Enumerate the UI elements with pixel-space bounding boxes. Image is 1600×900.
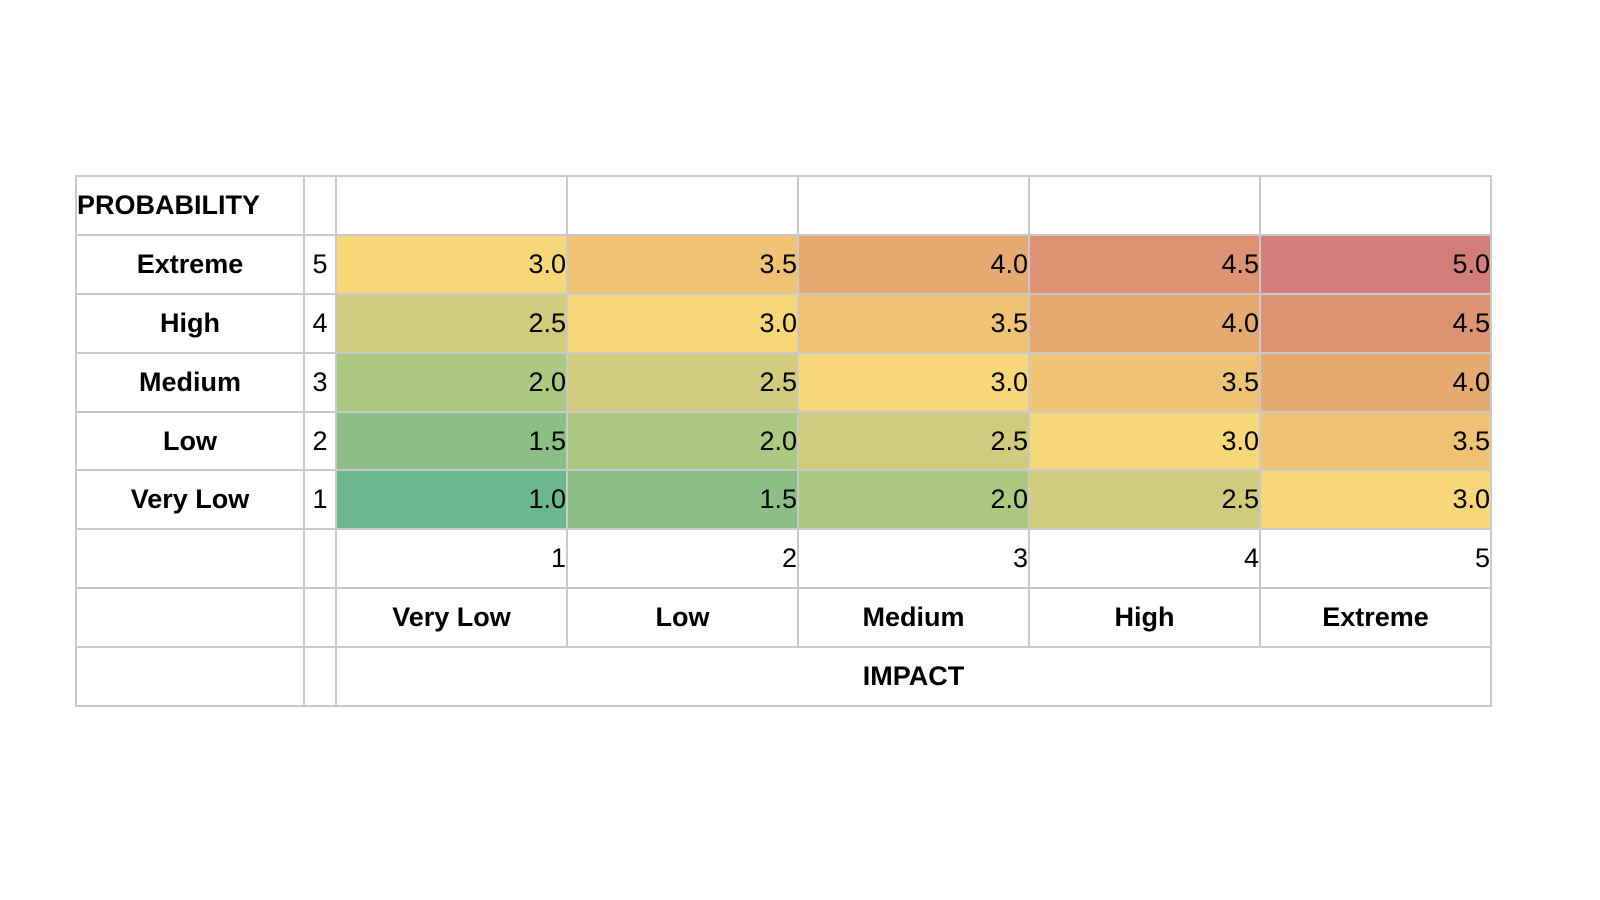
matrix-cell: 3.0 <box>566 292 799 354</box>
probability-row-extreme: Extreme 5 3.0 3.5 4.0 4.5 5.0 <box>75 233 1492 295</box>
matrix-cell: 1.5 <box>335 410 568 472</box>
matrix-cell: 4.5 <box>1028 233 1261 295</box>
matrix-cell: 3.5 <box>1028 351 1261 413</box>
empty-cell <box>75 528 305 590</box>
empty-cell <box>303 528 337 590</box>
matrix-cell: 4.0 <box>797 233 1030 295</box>
impact-axis-label: IMPACT <box>335 646 1492 708</box>
impact-level: 3 <box>797 528 1030 590</box>
matrix-cell: 3.0 <box>1028 410 1261 472</box>
matrix-cell: 2.0 <box>566 410 799 472</box>
probability-level: 1 <box>303 469 337 531</box>
probability-label: Very Low <box>75 469 305 531</box>
probability-row-low: Low 2 1.5 2.0 2.5 3.0 3.5 <box>75 410 1492 472</box>
matrix-cell: 3.0 <box>1259 469 1492 531</box>
matrix-cell: 1.5 <box>566 469 799 531</box>
matrix-cell: 4.0 <box>1028 292 1261 354</box>
matrix-cell: 2.0 <box>797 469 1030 531</box>
matrix-cell: 1.0 <box>335 469 568 531</box>
matrix-cell: 2.5 <box>566 351 799 413</box>
impact-label: Very Low <box>335 587 568 649</box>
empty-cell <box>335 175 568 236</box>
empty-cell <box>303 175 337 236</box>
probability-label: Medium <box>75 351 305 413</box>
impact-level: 4 <box>1028 528 1261 590</box>
impact-label: Medium <box>797 587 1030 649</box>
matrix-cell: 2.0 <box>335 351 568 413</box>
impact-label: Low <box>566 587 799 649</box>
impact-level: 1 <box>335 528 568 590</box>
probability-row-medium: Medium 3 2.0 2.5 3.0 3.5 4.0 <box>75 351 1492 413</box>
impact-axis-row: IMPACT <box>75 646 1492 708</box>
probability-axis-label: PROBABILITY <box>75 175 305 236</box>
matrix-cell: 2.5 <box>1028 469 1261 531</box>
empty-cell <box>75 646 305 708</box>
probability-row-high: High 4 2.5 3.0 3.5 4.0 4.5 <box>75 292 1492 354</box>
probability-level: 4 <box>303 292 337 354</box>
empty-cell <box>1259 175 1492 236</box>
probability-label: Extreme <box>75 233 305 295</box>
matrix-cell: 4.0 <box>1259 351 1492 413</box>
matrix-cell: 4.5 <box>1259 292 1492 354</box>
matrix-cell: 5.0 <box>1259 233 1492 295</box>
probability-level: 3 <box>303 351 337 413</box>
probability-level: 2 <box>303 410 337 472</box>
matrix-cell: 3.5 <box>1259 410 1492 472</box>
impact-levels-row: 1 2 3 4 5 <box>75 528 1492 590</box>
matrix-cell: 2.5 <box>797 410 1030 472</box>
header-row: PROBABILITY <box>75 175 1492 236</box>
impact-level: 2 <box>566 528 799 590</box>
impact-level: 5 <box>1259 528 1492 590</box>
matrix-cell: 3.0 <box>335 233 568 295</box>
impact-labels-row: Very Low Low Medium High Extreme <box>75 587 1492 649</box>
empty-cell <box>797 175 1030 236</box>
matrix-cell: 3.5 <box>566 233 799 295</box>
probability-label: Low <box>75 410 305 472</box>
matrix-cell: 3.5 <box>797 292 1030 354</box>
impact-label: Extreme <box>1259 587 1492 649</box>
empty-cell <box>566 175 799 236</box>
risk-matrix-table: PROBABILITY Extreme 5 3.0 3.5 4.0 4.5 5.… <box>75 175 1492 708</box>
probability-level: 5 <box>303 233 337 295</box>
empty-cell <box>303 587 337 649</box>
matrix-cell: 3.0 <box>797 351 1030 413</box>
matrix-cell: 2.5 <box>335 292 568 354</box>
empty-cell <box>1028 175 1261 236</box>
empty-cell <box>75 587 305 649</box>
empty-cell <box>303 646 337 708</box>
probability-label: High <box>75 292 305 354</box>
impact-label: High <box>1028 587 1261 649</box>
probability-row-very-low: Very Low 1 1.0 1.5 2.0 2.5 3.0 <box>75 469 1492 531</box>
